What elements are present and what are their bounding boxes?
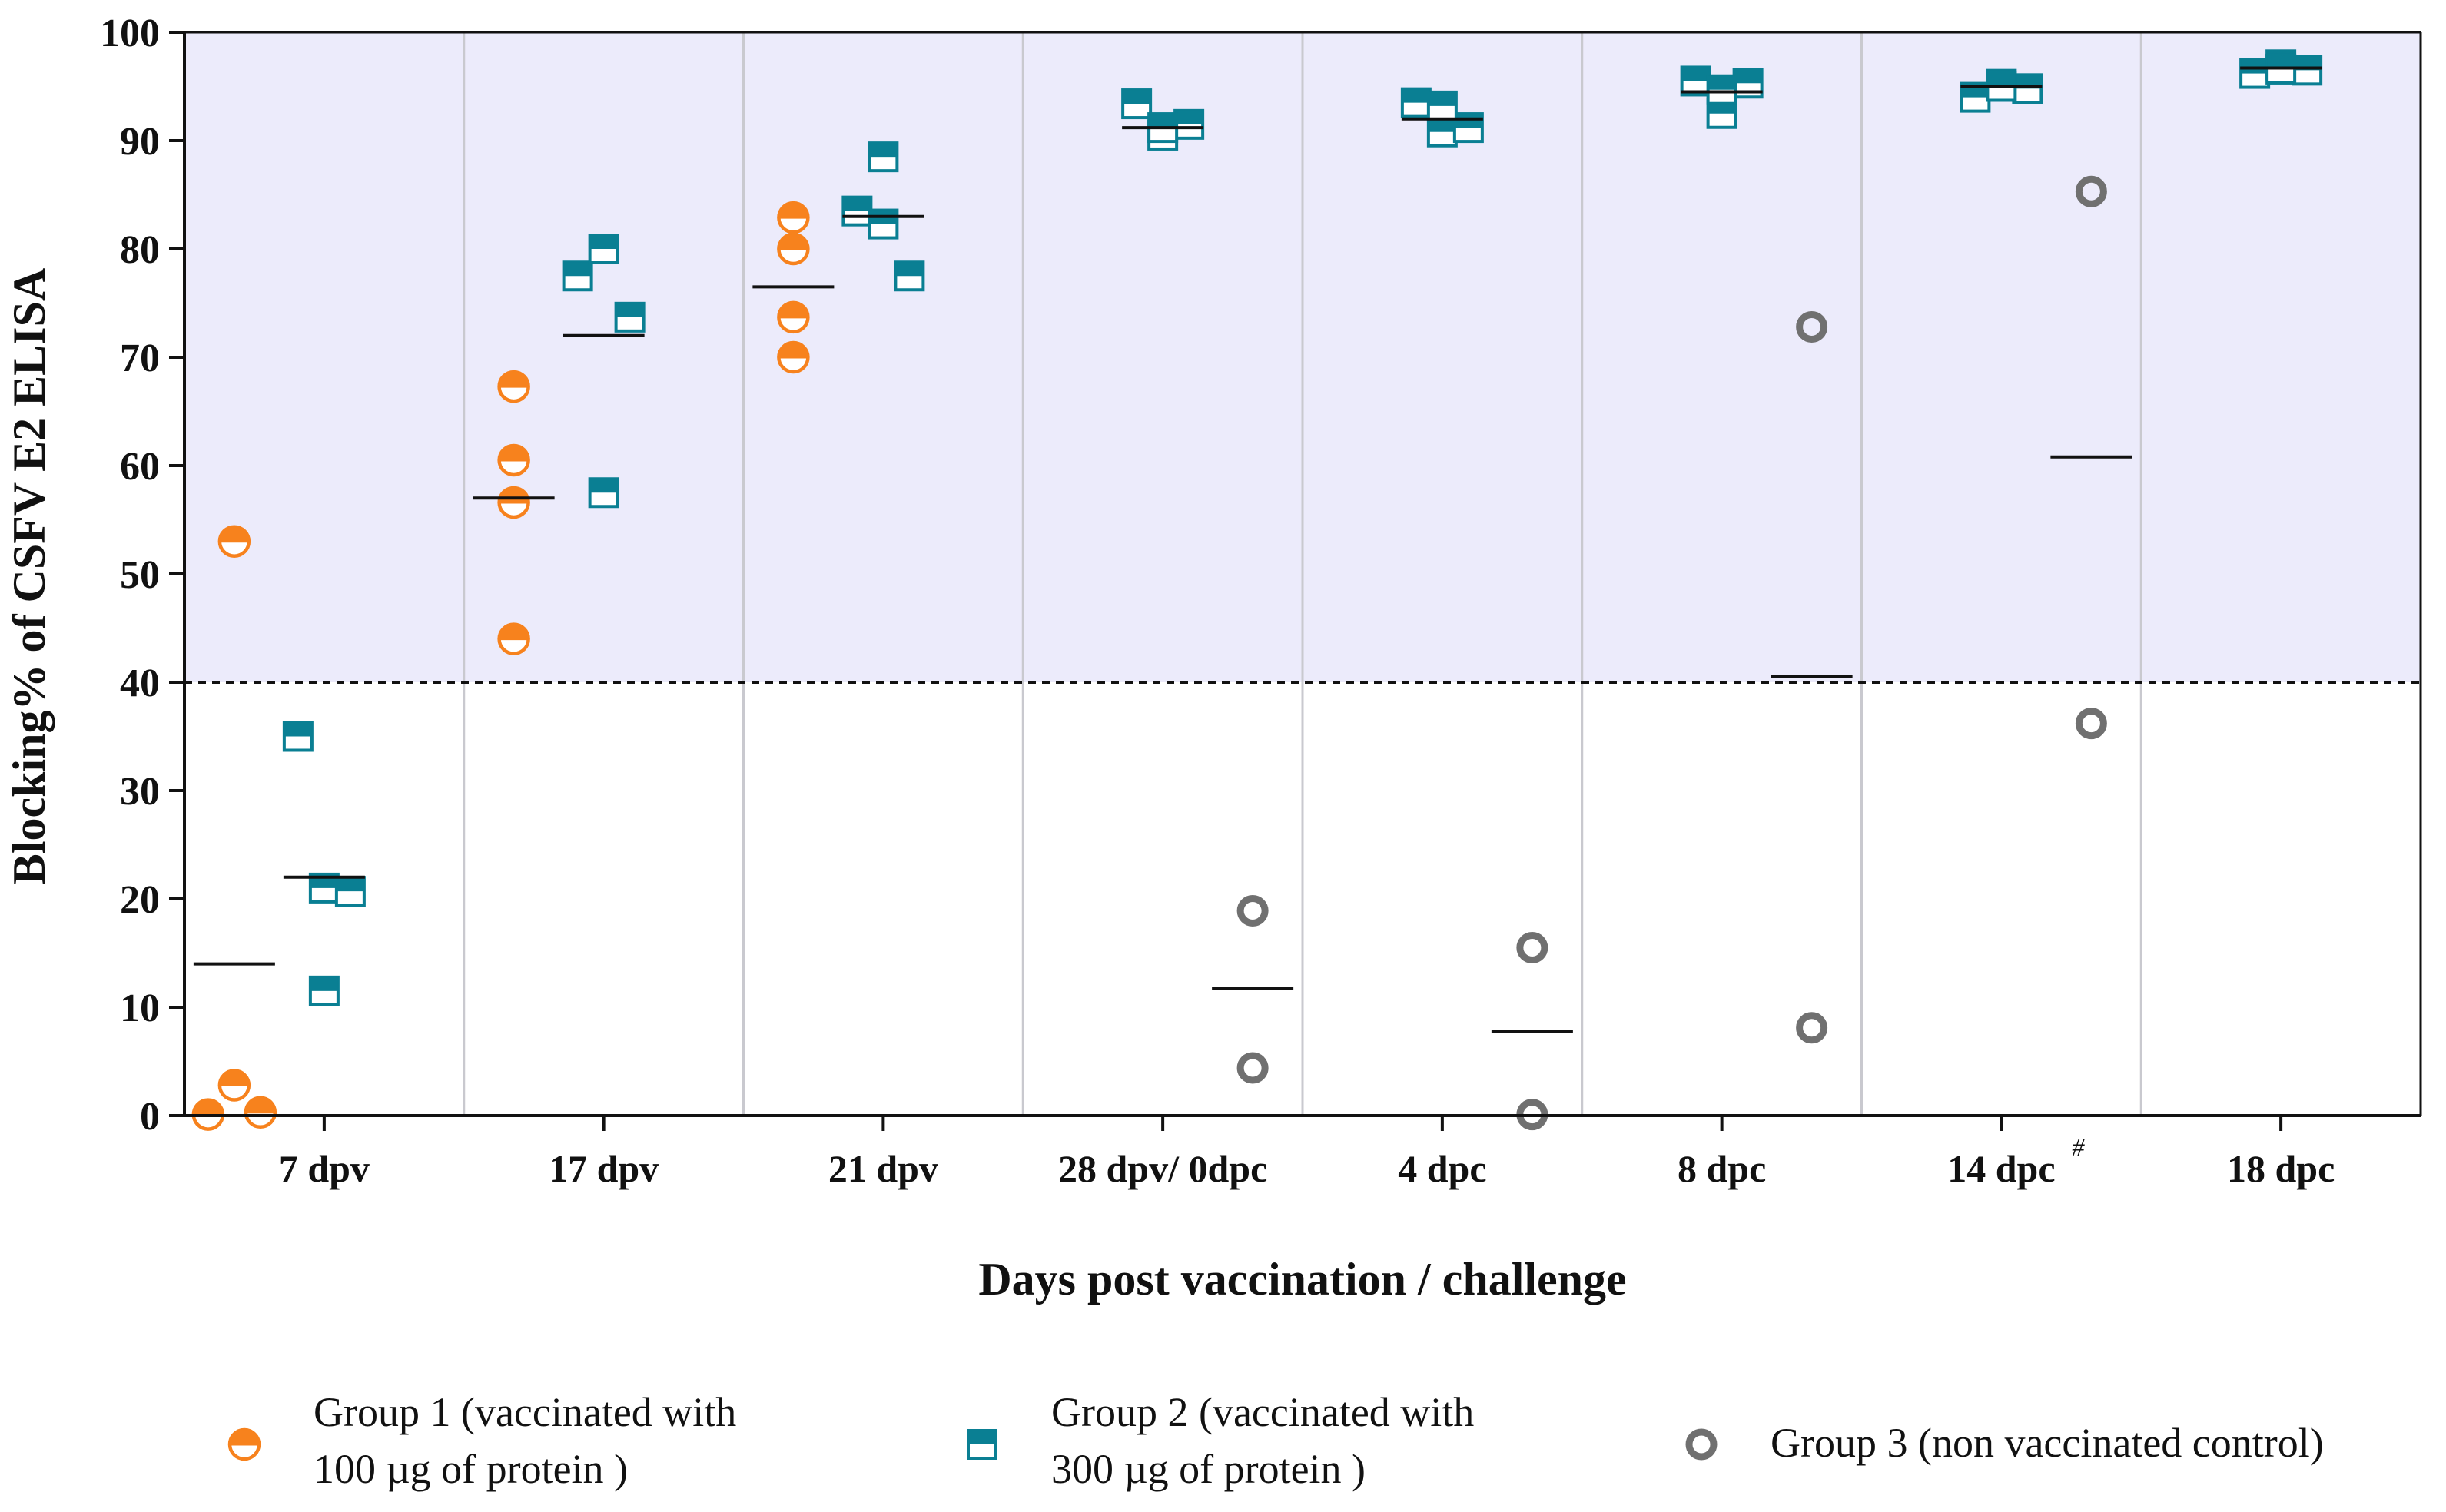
data-point (244, 1096, 277, 1129)
data-point (1236, 1052, 1269, 1084)
data-point (894, 260, 925, 292)
data-point (1426, 90, 1458, 121)
data-point (497, 486, 530, 519)
data-point (217, 525, 251, 558)
data-point (868, 208, 899, 240)
data-point (497, 622, 530, 655)
x-tick-label: 4 dpc (1398, 1147, 1486, 1190)
y-tick-label: 0 (140, 1095, 160, 1139)
data-point (2012, 73, 2043, 104)
x-axis-title: Days post vaccination / challenge (978, 1254, 1626, 1305)
data-point (1516, 931, 1548, 963)
data-point (1400, 87, 1432, 118)
x-tick-label: 21 dpv (828, 1147, 938, 1190)
y-axis-title: Blocking% of CSFV E2 ELISA (4, 268, 55, 884)
data-point (2075, 175, 2107, 207)
legend-entry: Group 3 (non vaccinated control) (1685, 1420, 2324, 1466)
data-point (1173, 108, 1205, 140)
legend-marker (1685, 1428, 1718, 1461)
legend-entry: Group 2 (vaccinated with 300 µg of protei… (967, 1389, 1474, 1492)
x-tick-label: 7 dpv (279, 1147, 370, 1190)
y-tick-label: 70 (120, 337, 160, 380)
x-tick-label: 17 dpv (549, 1147, 659, 1190)
y-tick-label: 30 (120, 770, 160, 814)
data-point (588, 477, 619, 509)
x-tick-label: 8 dpc (1678, 1147, 1766, 1190)
data-point (777, 201, 810, 234)
x-tick-label: 14 dpc (1947, 1147, 2055, 1190)
y-tick-label: 10 (120, 986, 160, 1030)
data-point (334, 876, 366, 907)
data-point (614, 301, 646, 333)
data-point (497, 443, 530, 477)
y-tick-label: 40 (120, 662, 160, 705)
data-point (2075, 708, 2107, 740)
legend: Group 1 (vaccinated with 100 µg of protei… (227, 1389, 2324, 1492)
legend-marker (227, 1427, 261, 1461)
data-point (1796, 311, 1828, 343)
legend-label: Group 1 (vaccinated with (314, 1389, 736, 1435)
data-point (217, 1069, 251, 1102)
y-tick-label: 60 (120, 445, 160, 489)
y-tick-label: 90 (120, 120, 160, 164)
axes: 0 10 20 30 40 50 60 70 80 90 100 7 dpv 17 dpv 21 dpv 2… (100, 12, 2422, 1190)
x-tick-label: 18 dpc (2227, 1147, 2335, 1190)
data-point (1426, 116, 1458, 148)
data-point (1236, 895, 1269, 927)
data-point (497, 370, 530, 403)
data-point (868, 141, 899, 173)
data-point (588, 234, 619, 264)
data-point (562, 260, 593, 292)
data-point (2292, 55, 2323, 86)
data-point (777, 300, 810, 334)
data-point (841, 195, 873, 227)
y-tick-label: 100 (100, 12, 160, 55)
data-point (1796, 1012, 1828, 1044)
y-tick-label: 20 (120, 878, 160, 922)
data-point (308, 975, 340, 1006)
legend-label: Group 3 (non vaccinated control) (1771, 1420, 2324, 1466)
data-point (1706, 74, 1737, 105)
data-point (777, 340, 810, 374)
x-tick-annotation: # (2072, 1133, 2085, 1161)
y-tick-label: 80 (120, 228, 160, 272)
legend-label: Group 2 (vaccinated with (1051, 1389, 1474, 1435)
data-point (2239, 58, 2271, 89)
data-point (1680, 65, 1711, 97)
data-point (1121, 88, 1153, 120)
legend-label: 100 µg of protein ) (314, 1446, 628, 1492)
legend-label: 300 µg of protein ) (1051, 1446, 1366, 1492)
legend-marker (967, 1429, 997, 1460)
x-tick-label: 28 dpv/ 0dpc (1058, 1147, 1267, 1190)
plot-area (184, 32, 2421, 1131)
legend-entry: Group 1 (vaccinated with 100 µg of protei… (227, 1389, 736, 1492)
data-point (777, 232, 810, 266)
data-point (282, 721, 314, 752)
y-tick-label: 50 (120, 553, 160, 597)
